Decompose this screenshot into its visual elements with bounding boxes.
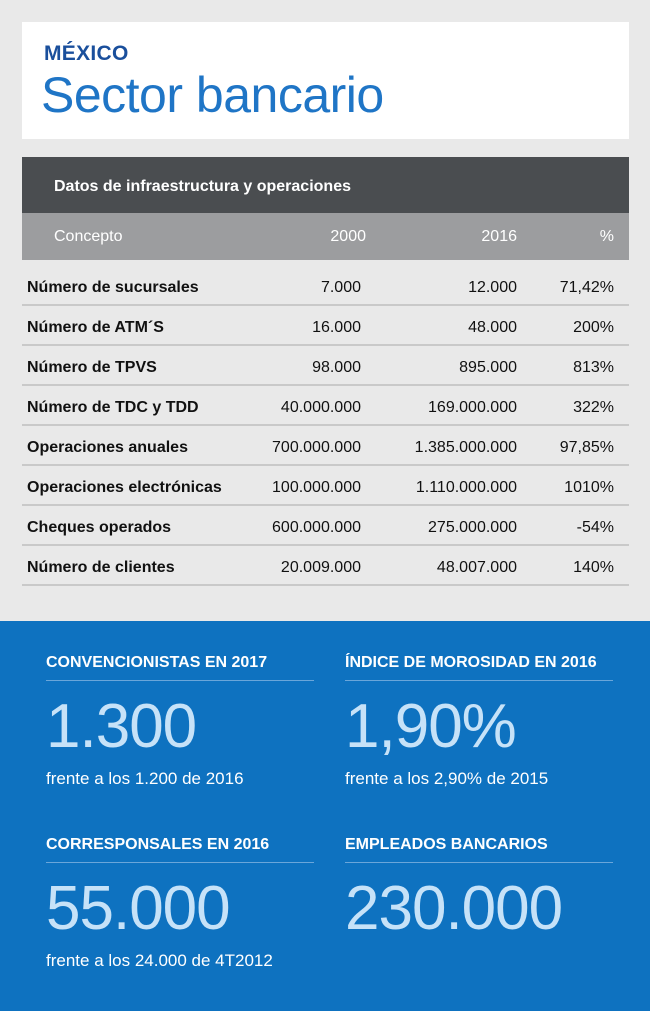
data-table: Datos de infraestructura y operaciones C… — [22, 157, 629, 586]
cell-2000: 16.000 — [312, 319, 361, 336]
stat-convencionistas: CONVENCIONISTAS EN 2017 1.300 frente a l… — [46, 654, 314, 789]
page-title: Sector bancario — [41, 67, 384, 123]
cell-concept: Número de ATM´S — [27, 319, 164, 336]
table-row: Cheques operados 600.000.000 275.000.000… — [22, 506, 629, 546]
stat-value: 1,90% — [345, 692, 517, 761]
cell-2016: 12.000 — [468, 279, 517, 296]
stat-value: 230.000 — [345, 874, 563, 943]
cell-2016: 1.110.000.000 — [415, 479, 517, 496]
cell-percent: -54% — [576, 519, 614, 536]
column-header-concept: Concepto — [54, 228, 123, 245]
cell-2000: 20.009.000 — [280, 559, 361, 576]
cell-percent: 813% — [573, 359, 614, 376]
cell-percent: 1010% — [564, 479, 614, 496]
table-row: Número de TPVS 98.000 895.000 813% — [22, 346, 629, 386]
stat-corresponsales: CORRESPONSALES EN 2016 55.000 frente a l… — [46, 836, 314, 971]
header-card: MÉXICO Sector bancario — [22, 22, 629, 139]
cell-concept: Número de TPVS — [27, 359, 157, 376]
stat-subtext: frente a los 2,90% de 2015 — [345, 769, 549, 788]
cell-percent: 71,42% — [559, 279, 614, 296]
cell-concept: Número de clientes — [27, 559, 175, 576]
table-row: Operaciones anuales 700.000.000 1.385.00… — [22, 426, 629, 466]
table-row: Número de TDC y TDD 40.000.000 169.000.0… — [22, 386, 629, 426]
column-header-2000: 2000 — [330, 228, 366, 245]
cell-percent: 322% — [573, 399, 614, 416]
cell-concept: Operaciones anuales — [27, 439, 188, 456]
cell-2016: 48.000 — [468, 319, 517, 336]
cell-2016: 1.385.000.000 — [414, 439, 517, 456]
cell-2000: 7.000 — [320, 279, 361, 296]
stat-empleados: EMPLEADOS BANCARIOS 230.000 — [345, 836, 613, 945]
table-title: Datos de infraestructura y operaciones — [22, 157, 629, 213]
table-row: Número de clientes 20.009.000 48.007.000… — [22, 546, 629, 586]
cell-percent: 97,85% — [559, 439, 614, 456]
table-header: Concepto 2000 2016 % — [22, 213, 629, 260]
table-row: Número de sucursales 7.000 12.000 71,42% — [22, 260, 629, 306]
table-row: Operaciones electrónicas 100.000.000 1.1… — [22, 466, 629, 506]
cell-percent: 140% — [573, 559, 614, 576]
column-header-percent: % — [599, 228, 614, 245]
cell-2000: 600.000.000 — [272, 519, 361, 536]
stat-label: ÍNDICE DE MOROSIDAD EN 2016 — [345, 654, 613, 681]
cell-2016: 169.000.000 — [428, 399, 517, 416]
cell-concept: Operaciones electrónicas — [27, 479, 222, 496]
stat-subtext: frente a los 1.200 de 2016 — [46, 769, 244, 788]
cell-2000: 700.000.000 — [272, 439, 361, 456]
table-body: Número de sucursales 7.000 12.000 71,42%… — [22, 260, 629, 586]
stat-morosidad: ÍNDICE DE MOROSIDAD EN 2016 1,90% frente… — [345, 654, 613, 789]
cell-2000: 40.000.000 — [280, 399, 361, 416]
stat-label: CONVENCIONISTAS EN 2017 — [46, 654, 314, 681]
cell-2000: 98.000 — [312, 359, 361, 376]
cell-2016: 48.007.000 — [436, 559, 517, 576]
cell-2016: 275.000.000 — [428, 519, 517, 536]
stat-value: 1.300 — [46, 692, 197, 761]
country-label: MÉXICO — [44, 42, 129, 65]
stat-label: CORRESPONSALES EN 2016 — [46, 836, 314, 863]
stat-label: EMPLEADOS BANCARIOS — [345, 836, 613, 863]
cell-concept: Número de sucursales — [27, 279, 199, 296]
cell-2016: 895.000 — [459, 359, 517, 376]
cell-concept: Cheques operados — [27, 519, 172, 536]
cell-concept: Número de TDC y TDD — [27, 399, 199, 416]
stat-value: 55.000 — [46, 874, 231, 943]
cell-percent: 200% — [573, 319, 614, 336]
table-row: Número de ATM´S 16.000 48.000 200% — [22, 306, 629, 346]
column-header-2016: 2016 — [481, 228, 517, 245]
stat-subtext: frente a los 24.000 de 4T2012 — [46, 951, 273, 970]
cell-2000: 100.000.000 — [272, 479, 361, 496]
stats-panel: CONVENCIONISTAS EN 2017 1.300 frente a l… — [0, 621, 650, 1011]
